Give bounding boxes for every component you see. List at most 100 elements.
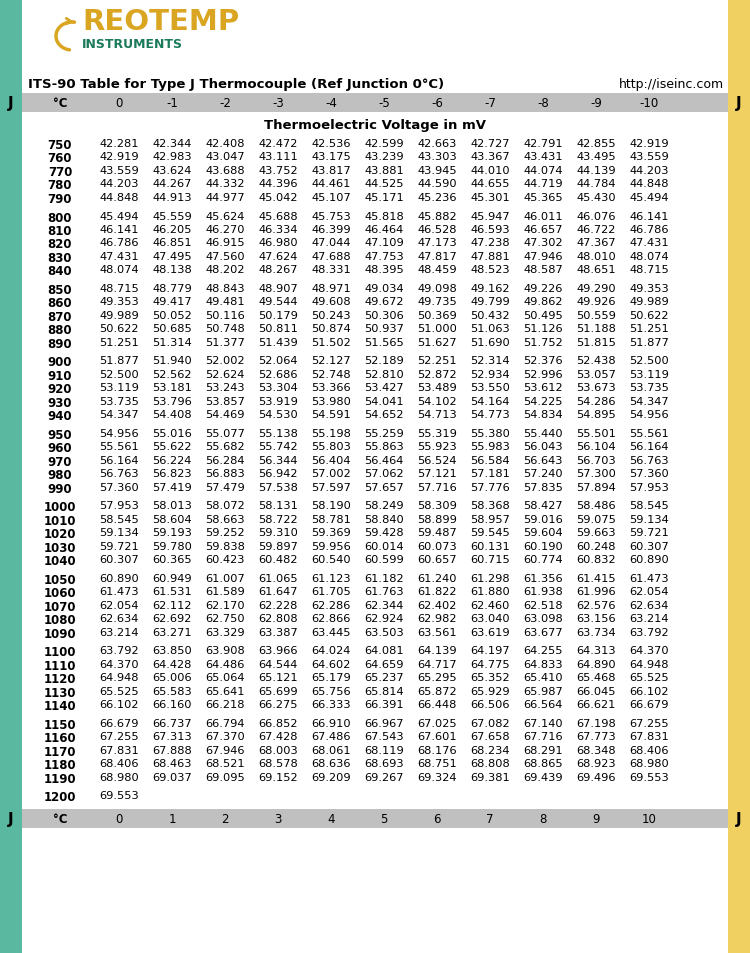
Text: 63.792: 63.792 <box>629 627 669 637</box>
Text: 54.469: 54.469 <box>206 410 245 419</box>
Text: 61.182: 61.182 <box>364 574 404 583</box>
Text: 66.391: 66.391 <box>364 700 404 709</box>
Text: 43.175: 43.175 <box>311 152 351 162</box>
Text: 45.947: 45.947 <box>470 212 510 221</box>
Text: 49.862: 49.862 <box>524 297 562 307</box>
Text: 55.440: 55.440 <box>524 429 562 438</box>
Text: 54.834: 54.834 <box>524 410 562 419</box>
Text: 64.370: 64.370 <box>99 659 139 669</box>
Text: 44.203: 44.203 <box>99 179 139 189</box>
Text: 57.360: 57.360 <box>629 469 669 478</box>
Text: 59.897: 59.897 <box>258 541 298 551</box>
Text: 51.251: 51.251 <box>99 337 139 347</box>
Text: 950: 950 <box>48 429 72 441</box>
Text: 68.406: 68.406 <box>99 759 139 768</box>
Text: 48.651: 48.651 <box>576 265 616 274</box>
Text: 43.303: 43.303 <box>417 152 457 162</box>
Text: -10: -10 <box>639 97 658 110</box>
Text: 63.156: 63.156 <box>576 614 616 623</box>
Text: 43.431: 43.431 <box>524 152 562 162</box>
Text: -9: -9 <box>590 97 602 110</box>
Text: 910: 910 <box>48 370 72 382</box>
Text: 65.410: 65.410 <box>524 673 562 682</box>
Text: 50.179: 50.179 <box>258 311 298 320</box>
Text: 55.138: 55.138 <box>258 429 298 438</box>
Text: 46.528: 46.528 <box>417 225 457 234</box>
Text: 47.109: 47.109 <box>364 238 404 248</box>
Text: 53.612: 53.612 <box>524 383 562 393</box>
Text: 65.468: 65.468 <box>576 673 616 682</box>
Text: 46.722: 46.722 <box>576 225 616 234</box>
Text: 46.464: 46.464 <box>364 225 404 234</box>
Text: 57.419: 57.419 <box>152 482 192 492</box>
Text: 45.624: 45.624 <box>206 212 245 221</box>
Text: 56.584: 56.584 <box>470 456 510 465</box>
Text: 68.521: 68.521 <box>206 759 245 768</box>
Text: 60.190: 60.190 <box>524 541 562 551</box>
Text: 60.540: 60.540 <box>311 555 351 564</box>
Text: 58.368: 58.368 <box>470 501 510 511</box>
Text: 54.347: 54.347 <box>99 410 139 419</box>
Text: 1060: 1060 <box>44 587 76 599</box>
Text: 55.561: 55.561 <box>629 429 669 438</box>
Text: -2: -2 <box>219 97 231 110</box>
Text: 66.679: 66.679 <box>99 719 139 728</box>
Text: 50.937: 50.937 <box>364 324 404 334</box>
Text: 51.063: 51.063 <box>470 324 510 334</box>
Text: 66.102: 66.102 <box>99 700 139 709</box>
Text: 56.164: 56.164 <box>629 442 669 452</box>
Text: 69.553: 69.553 <box>629 772 669 781</box>
Text: 66.333: 66.333 <box>311 700 351 709</box>
Text: 63.619: 63.619 <box>470 627 510 637</box>
Text: 67.716: 67.716 <box>524 732 562 741</box>
Text: 50.369: 50.369 <box>417 311 457 320</box>
Text: 970: 970 <box>48 456 72 468</box>
Text: 66.160: 66.160 <box>152 700 192 709</box>
Text: 67.255: 67.255 <box>629 719 669 728</box>
Text: 61.880: 61.880 <box>470 587 510 597</box>
Text: 61.298: 61.298 <box>470 574 510 583</box>
Text: 60.949: 60.949 <box>152 574 192 583</box>
Text: 56.643: 56.643 <box>524 456 562 465</box>
Text: 48.138: 48.138 <box>152 265 192 274</box>
Text: 68.751: 68.751 <box>417 759 457 768</box>
Text: 48.395: 48.395 <box>364 265 404 274</box>
Text: 46.141: 46.141 <box>99 225 139 234</box>
Text: 50.116: 50.116 <box>205 311 245 320</box>
Text: 54.956: 54.956 <box>629 410 669 419</box>
Text: 1170: 1170 <box>44 745 76 758</box>
Text: 61.415: 61.415 <box>576 574 616 583</box>
Text: 56.883: 56.883 <box>205 469 245 478</box>
Text: 49.608: 49.608 <box>311 297 351 307</box>
Text: 64.255: 64.255 <box>524 646 562 656</box>
Text: 60.073: 60.073 <box>417 541 457 551</box>
Text: 51.126: 51.126 <box>524 324 562 334</box>
Text: J: J <box>8 811 14 826</box>
Text: 61.123: 61.123 <box>311 574 351 583</box>
Text: 60.482: 60.482 <box>258 555 298 564</box>
Text: 67.082: 67.082 <box>470 719 510 728</box>
Text: 54.347: 54.347 <box>629 396 669 406</box>
Text: 56.284: 56.284 <box>206 456 245 465</box>
Text: 67.313: 67.313 <box>152 732 192 741</box>
Text: 43.559: 43.559 <box>99 166 139 175</box>
Text: 1000: 1000 <box>44 501 76 514</box>
Text: 51.439: 51.439 <box>258 337 298 347</box>
Text: 62.808: 62.808 <box>258 614 298 623</box>
Text: 52.996: 52.996 <box>524 370 562 379</box>
Text: 47.431: 47.431 <box>629 238 669 248</box>
Text: 45.882: 45.882 <box>417 212 457 221</box>
Text: 69.324: 69.324 <box>417 772 457 781</box>
Text: 60.307: 60.307 <box>99 555 139 564</box>
Text: 53.857: 53.857 <box>205 396 245 406</box>
Text: 58.427: 58.427 <box>524 501 562 511</box>
Text: 47.881: 47.881 <box>470 252 510 261</box>
Text: 44.977: 44.977 <box>206 193 245 202</box>
Text: 69.381: 69.381 <box>470 772 510 781</box>
Text: 66.679: 66.679 <box>629 700 669 709</box>
Text: 56.344: 56.344 <box>258 456 298 465</box>
Text: 770: 770 <box>48 166 72 178</box>
Text: 66.621: 66.621 <box>576 700 616 709</box>
Text: 55.863: 55.863 <box>364 442 404 452</box>
Text: 44.525: 44.525 <box>364 179 404 189</box>
